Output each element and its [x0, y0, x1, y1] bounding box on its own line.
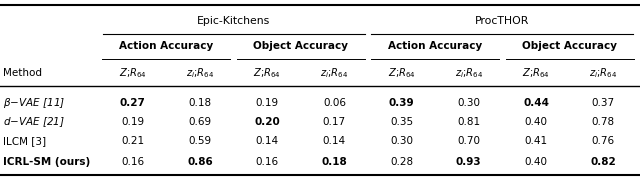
Text: $z_i$;$R_{64}$: $z_i$;$R_{64}$ — [589, 66, 618, 80]
Text: 0.19: 0.19 — [255, 98, 279, 108]
Text: 0.93: 0.93 — [456, 157, 482, 167]
Text: 0.44: 0.44 — [523, 98, 549, 108]
Text: Method: Method — [3, 68, 42, 78]
Text: 0.78: 0.78 — [591, 117, 615, 127]
Text: $z_i$;$R_{64}$: $z_i$;$R_{64}$ — [320, 66, 349, 80]
Text: 0.76: 0.76 — [591, 136, 615, 146]
Text: 0.27: 0.27 — [120, 98, 146, 108]
Text: 0.18: 0.18 — [188, 98, 212, 108]
Text: Action Accuracy: Action Accuracy — [388, 41, 483, 51]
Text: 0.82: 0.82 — [590, 157, 616, 167]
Text: $\beta$$-$$VAE$ [11]: $\beta$$-$$VAE$ [11] — [3, 96, 65, 110]
Text: 0.19: 0.19 — [121, 117, 145, 127]
Text: 0.06: 0.06 — [323, 98, 346, 108]
Text: 0.30: 0.30 — [458, 98, 480, 108]
Text: 0.21: 0.21 — [121, 136, 145, 146]
Text: ILCM [3]: ILCM [3] — [3, 136, 46, 146]
Text: $d$$-$$VAE$ [21]: $d$$-$$VAE$ [21] — [3, 115, 65, 129]
Text: Epic-Kitchens: Epic-Kitchens — [197, 16, 270, 26]
Text: 0.14: 0.14 — [323, 136, 346, 146]
Text: ICRL-SM (ours): ICRL-SM (ours) — [3, 157, 90, 167]
Text: 0.69: 0.69 — [188, 117, 212, 127]
Text: 0.20: 0.20 — [254, 117, 280, 127]
Text: $Z$;$R_{64}$: $Z$;$R_{64}$ — [253, 66, 281, 80]
Text: 0.81: 0.81 — [457, 117, 481, 127]
Text: 0.16: 0.16 — [255, 157, 279, 167]
Text: 0.41: 0.41 — [524, 136, 548, 146]
Text: Object Accuracy: Object Accuracy — [522, 41, 617, 51]
Text: Action Accuracy: Action Accuracy — [119, 41, 214, 51]
Text: 0.35: 0.35 — [390, 117, 413, 127]
Text: $Z$;$R_{64}$: $Z$;$R_{64}$ — [119, 66, 147, 80]
Text: 0.40: 0.40 — [525, 157, 547, 167]
Text: 0.37: 0.37 — [591, 98, 615, 108]
Text: 0.40: 0.40 — [525, 117, 547, 127]
Text: Object Accuracy: Object Accuracy — [253, 41, 348, 51]
Text: 0.86: 0.86 — [187, 157, 213, 167]
Text: 0.17: 0.17 — [323, 117, 346, 127]
Text: $Z$;$R_{64}$: $Z$;$R_{64}$ — [388, 66, 415, 80]
Text: $z_i$;$R_{64}$: $z_i$;$R_{64}$ — [454, 66, 483, 80]
Text: ProcTHOR: ProcTHOR — [476, 16, 529, 26]
Text: $Z$;$R_{64}$: $Z$;$R_{64}$ — [522, 66, 550, 80]
Text: 0.14: 0.14 — [255, 136, 279, 146]
Text: 0.59: 0.59 — [188, 136, 212, 146]
Text: 0.18: 0.18 — [321, 157, 348, 167]
Text: 0.30: 0.30 — [390, 136, 413, 146]
Text: 0.70: 0.70 — [458, 136, 480, 146]
Text: 0.16: 0.16 — [121, 157, 145, 167]
Text: 0.28: 0.28 — [390, 157, 413, 167]
Text: $z_i$;$R_{64}$: $z_i$;$R_{64}$ — [186, 66, 214, 80]
Text: 0.39: 0.39 — [388, 98, 415, 108]
